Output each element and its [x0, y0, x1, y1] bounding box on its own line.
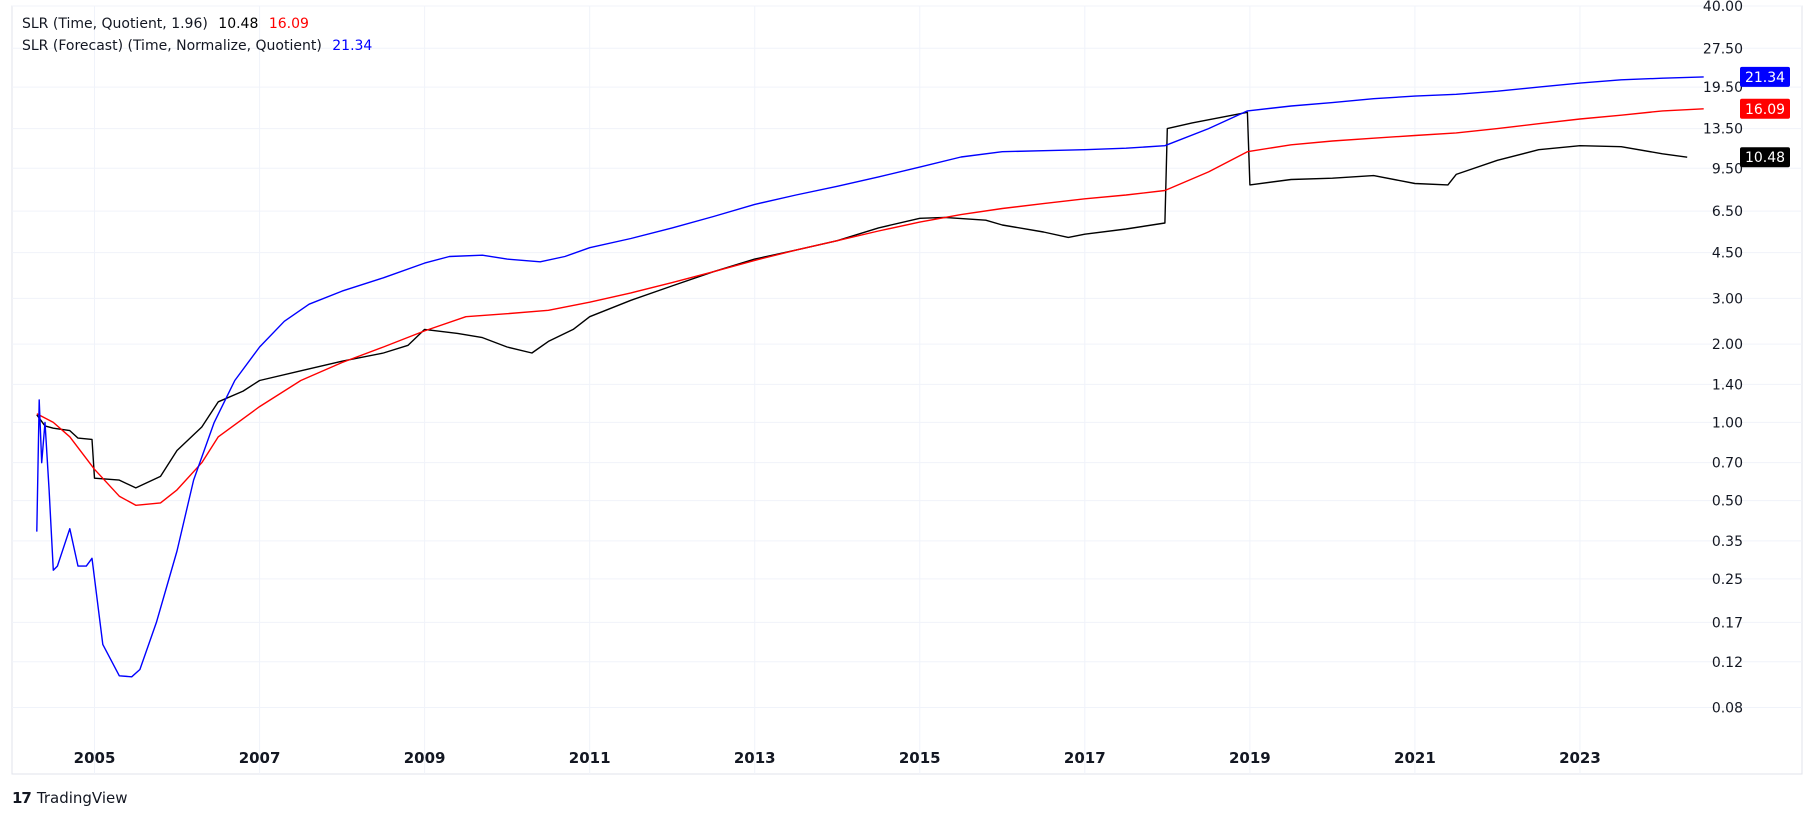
series-lines [36, 76, 1704, 678]
y-tick-label: 0.25 [1712, 572, 1743, 588]
series-line-2 [36, 76, 1704, 678]
y-tick-label: 9.50 [1712, 161, 1743, 177]
y-tick-label: 40.00 [1703, 0, 1743, 15]
series-line-1 [36, 108, 1704, 506]
price-label-text: 21.34 [1745, 70, 1785, 86]
price-label-box [1740, 147, 1790, 168]
y-axis: 40.00 27.50 19.50 13.50 9.50 6.50 4.50 3.00 2.00… [1703, 0, 1743, 717]
legend-value-red: 16.09 [268, 16, 309, 32]
y-tick-label: 13.50 [1703, 122, 1743, 138]
y-tick-label: 27.50 [1703, 41, 1743, 57]
brand-name: TradingView [36, 789, 128, 807]
price-label-text: 10.48 [1745, 150, 1785, 166]
y-tick-label: 2.00 [1712, 337, 1743, 353]
x-axis: 2005 2007 2009 2011 2013 2015 2017 2019 2021 2023 [74, 749, 1601, 767]
legend-label-2: SLR (Forecast) (Time, Normalize, Quotien… [22, 38, 322, 54]
y-tick-label: 1.40 [1712, 377, 1743, 393]
x-tick-label: 2007 [239, 749, 281, 767]
x-tick-label: 2019 [1229, 749, 1271, 767]
tradingview-brand[interactable]: 17 TradingView [12, 789, 128, 807]
y-tick-label: 4.50 [1712, 246, 1743, 262]
price-labels: 21.34 16.09 10.48 [1740, 66, 1790, 168]
x-tick-label: 2017 [1064, 749, 1106, 767]
y-tick-label: 0.35 [1712, 534, 1743, 550]
legend-row-1: SLR (Time, Quotient, 1.96) 10.48 16.09 [22, 16, 309, 32]
legend-row-2: SLR (Forecast) (Time, Normalize, Quotien… [22, 38, 372, 54]
x-tick-label: 2023 [1559, 749, 1601, 767]
grid [12, 5, 1802, 774]
x-tick-label: 2021 [1394, 749, 1436, 767]
x-tick-label: 2013 [734, 749, 776, 767]
x-tick-label: 2011 [569, 749, 611, 767]
y-tick-label: 19.50 [1703, 80, 1743, 96]
y-tick-label: 1.00 [1712, 415, 1743, 431]
plot-border [11, 5, 1803, 775]
y-tick-label: 3.00 [1712, 291, 1743, 307]
y-tick-label: 0.08 [1712, 701, 1743, 717]
legend-value-black: 10.48 [218, 16, 259, 32]
y-tick-label: 0.17 [1712, 615, 1743, 631]
x-tick-label: 2015 [899, 749, 941, 767]
y-tick-label: 6.50 [1712, 204, 1743, 220]
tradingview-logo-icon: 17 [12, 789, 32, 807]
legend-value-blue: 21.34 [332, 38, 373, 54]
y-tick-label: 0.12 [1712, 655, 1743, 671]
price-label-box [1740, 98, 1790, 119]
price-label-text: 16.09 [1745, 102, 1785, 118]
y-tick-label: 0.50 [1712, 494, 1743, 510]
legend-label-1: SLR (Time, Quotient, 1.96) [22, 16, 208, 32]
y-tick-label: 0.70 [1712, 456, 1743, 472]
x-tick-label: 2005 [74, 749, 116, 767]
price-label-box [1740, 66, 1790, 87]
x-tick-label: 2009 [404, 749, 446, 767]
